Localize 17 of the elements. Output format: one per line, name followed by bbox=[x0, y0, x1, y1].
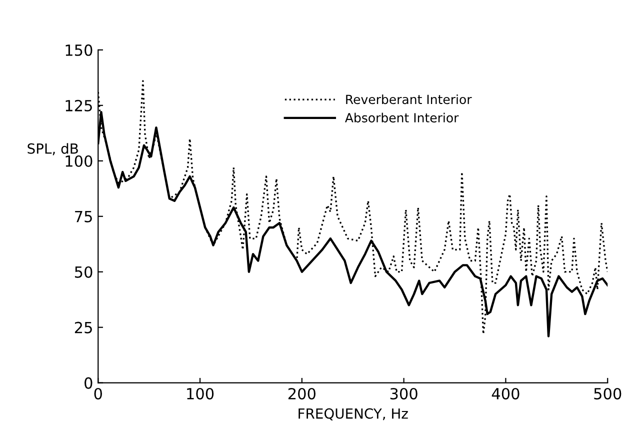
x-tick-label: 0 bbox=[94, 388, 102, 400]
y-tick-label: 100 bbox=[66, 155, 92, 167]
y-tick-label: 25 bbox=[74, 322, 92, 334]
x-tick-label: 300 bbox=[390, 388, 418, 400]
x-axis-title: FREQUENCY, Hz bbox=[298, 408, 408, 420]
x-tick-label: 200 bbox=[288, 388, 316, 400]
legend-label: Absorbent Interior bbox=[345, 112, 459, 122]
y-tick-label: 125 bbox=[66, 100, 92, 112]
y-tick-label: 150 bbox=[66, 44, 92, 56]
y-tick-label: 50 bbox=[75, 266, 92, 278]
y-tick-label: 75 bbox=[75, 211, 92, 222]
x-tick-label: 100 bbox=[187, 388, 214, 400]
x-tick-label: 500 bbox=[594, 388, 622, 400]
y-axis-title: SPL, dB bbox=[28, 143, 78, 156]
y-tick-label: 0 bbox=[84, 377, 92, 389]
legend-label: Reverberant Interior bbox=[346, 94, 472, 104]
x-tick-label: 400 bbox=[492, 388, 520, 400]
